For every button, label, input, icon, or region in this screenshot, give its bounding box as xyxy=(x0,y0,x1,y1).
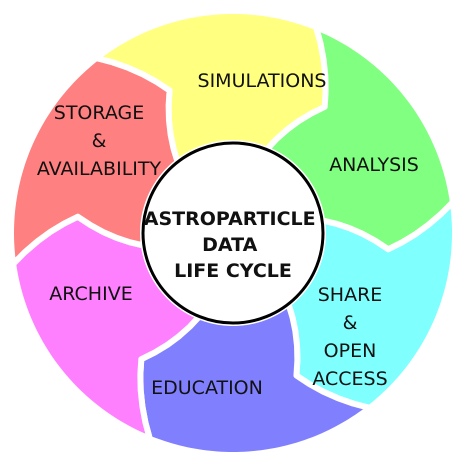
segment-label-line: ACCESS xyxy=(312,368,387,390)
segment-label-share-open-access: SHARE & OPEN ACCESS xyxy=(312,284,387,390)
segment-label-education: EDUCATION xyxy=(151,377,263,399)
segment-label-analysis: ANALYSIS xyxy=(329,154,419,176)
segment-label-line: ANALYSIS xyxy=(329,154,419,176)
center-title-line: DATA xyxy=(202,234,257,256)
segment-label-line: & xyxy=(92,130,107,152)
segment-label-line: ARCHIVE xyxy=(49,283,132,305)
segment-label-line: & xyxy=(343,312,358,334)
segment-label-line: SIMULATIONS xyxy=(198,70,327,92)
center-title-line: LIFE CYCLE xyxy=(174,260,292,282)
segment-label-archive: ARCHIVE xyxy=(49,283,132,305)
segment-label-storage-availability: STORAGE & AVAILABILITY xyxy=(37,102,162,180)
segment-label-line: OPEN xyxy=(324,340,377,362)
segment-label-line: AVAILABILITY xyxy=(37,158,162,180)
segment-label-line: STORAGE xyxy=(54,102,144,124)
center-title-line: ASTROPARTICLE xyxy=(144,208,316,230)
segment-label-line: SHARE xyxy=(318,284,383,306)
center-circle xyxy=(141,141,325,325)
segment-label-simulations: SIMULATIONS xyxy=(198,70,327,92)
segment-label-line: EDUCATION xyxy=(151,377,263,399)
center-title: ASTROPARTICLE DATA LIFE CYCLE xyxy=(144,208,322,282)
